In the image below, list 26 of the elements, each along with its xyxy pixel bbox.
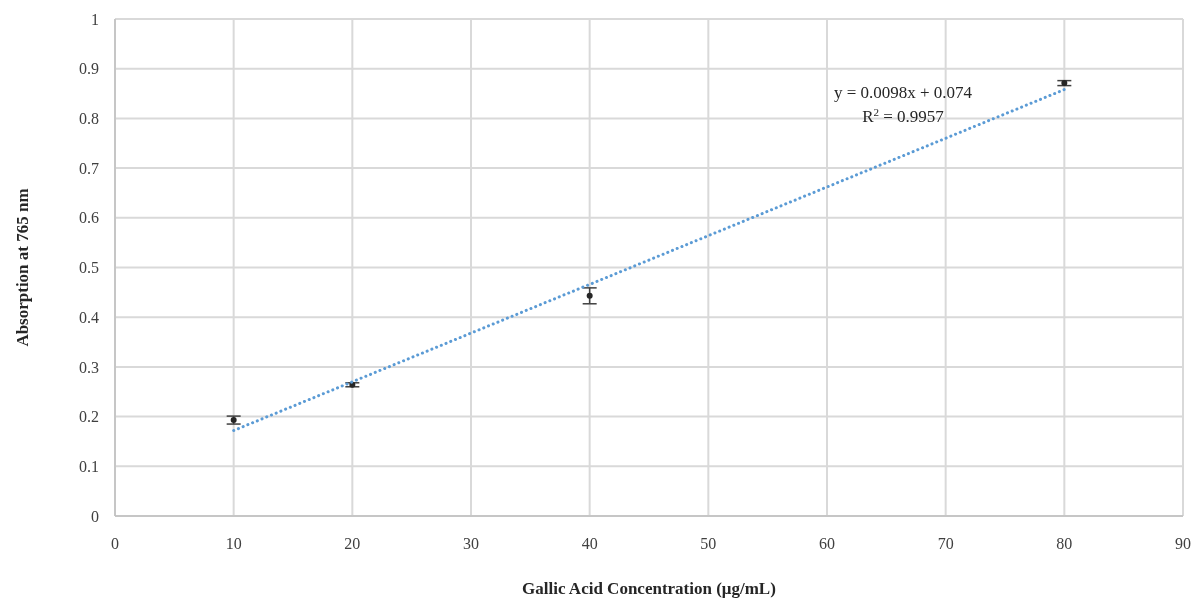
y-tick-label: 0.7 [79,159,99,177]
y-tick-label: 1 [91,10,99,28]
x-tick-label: 70 [937,535,954,552]
y-tick-label: 0 [91,507,99,525]
y-tick-label: 0.1 [79,457,99,475]
y-tick-label: 0.4 [79,308,99,326]
x-tick-label: 60 [819,535,835,552]
y-axis-title: Absorption at 765 nm [13,188,32,347]
x-axis-title: Gallic Acid Concentration (μg/mL) [522,579,776,598]
x-tick-label: 10 [225,535,242,552]
y-tick-label: 0.3 [79,358,99,376]
annotation: R$^{2}$ = 0.9957 [862,106,945,126]
x-tick-label: 80 [1056,535,1073,552]
x-tick-label: 20 [344,535,361,552]
y-tick-label: 0.6 [79,209,99,227]
y-tick-label: 0.2 [79,408,99,426]
point [586,292,593,299]
annotation: y = 0.0098x + 0.074 [833,83,973,102]
y-tick-label: 0.9 [79,60,99,78]
x-tick-label: 90 [1175,535,1191,552]
x-tick-label: 40 [581,535,598,552]
y-tick-label: 0.5 [79,259,99,277]
x-tick-label: 30 [463,535,479,552]
y-tick-label: 0.8 [79,110,99,127]
x-tick-label: 50 [700,535,717,552]
x-tick-label: 0 [111,535,119,552]
